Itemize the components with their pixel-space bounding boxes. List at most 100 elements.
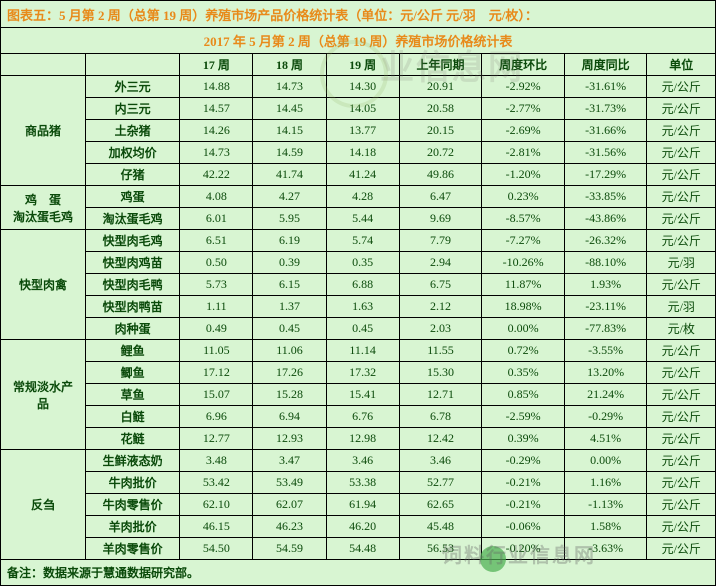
table-row: 反刍生鲜液态奶3.483.473.463.46-0.29%0.00%元/公斤 <box>1 450 716 472</box>
unit-cell: 元/公斤 <box>647 142 716 164</box>
w19-cell: 6.76 <box>326 406 399 428</box>
hb-cell: -0.21% <box>482 472 565 494</box>
lastyear-cell: 7.79 <box>399 230 482 252</box>
lastyear-cell: 6.75 <box>399 274 482 296</box>
w18-cell: 14.73 <box>253 76 326 98</box>
col-lastyear: 上年同期 <box>399 54 482 76</box>
w18-cell: 5.95 <box>253 208 326 230</box>
unit-cell: 元/公斤 <box>647 340 716 362</box>
item-cell: 鲫鱼 <box>85 362 179 384</box>
unit-cell: 元/公斤 <box>647 406 716 428</box>
item-cell: 花鲢 <box>85 428 179 450</box>
item-cell: 白鲢 <box>85 406 179 428</box>
unit-cell: 元/枚 <box>647 318 716 340</box>
w17-cell: 11.05 <box>180 340 253 362</box>
unit-cell: 元/公斤 <box>647 208 716 230</box>
item-cell: 鲤鱼 <box>85 340 179 362</box>
w19-cell: 3.46 <box>326 450 399 472</box>
col-week-hb: 周度环比 <box>482 54 565 76</box>
w18-cell: 6.19 <box>253 230 326 252</box>
w18-cell: 6.94 <box>253 406 326 428</box>
table-row: 仔猪42.2241.7441.2449.86-1.20%-17.29%元/公斤 <box>1 164 716 186</box>
unit-cell: 元/羽 <box>647 296 716 318</box>
table-row: 快型肉鸭苗1.111.371.632.1218.98%-23.11%元/羽 <box>1 296 716 318</box>
item-cell: 淘汰蛋毛鸡 <box>85 208 179 230</box>
w18-cell: 46.23 <box>253 516 326 538</box>
w19-cell: 6.88 <box>326 274 399 296</box>
lastyear-cell: 3.46 <box>399 450 482 472</box>
item-cell: 羊肉零售价 <box>85 538 179 560</box>
unit-cell: 元/公斤 <box>647 494 716 516</box>
unit-cell: 元/公斤 <box>647 274 716 296</box>
tb-cell: -43.86% <box>564 208 647 230</box>
col-category <box>1 54 86 76</box>
hb-cell: 0.23% <box>482 186 565 208</box>
w17-cell: 14.57 <box>180 98 253 120</box>
tb-cell: -3.63% <box>564 538 647 560</box>
item-cell: 牛肉批价 <box>85 472 179 494</box>
w18-cell: 0.39 <box>253 252 326 274</box>
item-cell: 外三元 <box>85 76 179 98</box>
w17-cell: 6.01 <box>180 208 253 230</box>
logo-icon <box>480 546 506 572</box>
tb-cell: 1.58% <box>564 516 647 538</box>
w19-cell: 0.45 <box>326 318 399 340</box>
tb-cell: -31.66% <box>564 120 647 142</box>
tb-cell: 1.93% <box>564 274 647 296</box>
w17-cell: 14.88 <box>180 76 253 98</box>
w19-cell: 17.32 <box>326 362 399 384</box>
w17-cell: 46.15 <box>180 516 253 538</box>
category-cell: 快型肉禽 <box>1 230 86 340</box>
unit-cell: 元/公斤 <box>647 362 716 384</box>
w18-cell: 14.45 <box>253 98 326 120</box>
w17-cell: 17.12 <box>180 362 253 384</box>
item-cell: 快型肉鸭苗 <box>85 296 179 318</box>
unit-cell: 元/公斤 <box>647 76 716 98</box>
w17-cell: 4.08 <box>180 186 253 208</box>
table-row: 牛肉批价53.4253.4953.3852.77-0.21%1.16%元/公斤 <box>1 472 716 494</box>
w18-cell: 17.26 <box>253 362 326 384</box>
w17-cell: 54.50 <box>180 538 253 560</box>
category-cell: 鸡 蛋 淘汰蛋毛鸡 <box>1 186 86 230</box>
category-cell: 反刍 <box>1 450 86 560</box>
hb-cell: -2.92% <box>482 76 565 98</box>
table-row: 羊肉批价46.1546.2346.2045.48-0.06%1.58%元/公斤 <box>1 516 716 538</box>
lastyear-cell: 49.86 <box>399 164 482 186</box>
col-item <box>85 54 179 76</box>
tb-cell: -1.13% <box>564 494 647 516</box>
item-cell: 生鲜液态奶 <box>85 450 179 472</box>
price-table: 17 周 18 周 19 周 上年同期 周度环比 周度同比 单位 商品猪外三元1… <box>0 53 716 560</box>
w17-cell: 42.22 <box>180 164 253 186</box>
hb-cell: -2.69% <box>482 120 565 142</box>
w19-cell: 1.63 <box>326 296 399 318</box>
item-cell: 土杂猪 <box>85 120 179 142</box>
item-cell: 快型肉毛鸡 <box>85 230 179 252</box>
item-cell: 牛肉零售价 <box>85 494 179 516</box>
w18-cell: 1.37 <box>253 296 326 318</box>
hb-cell: 0.35% <box>482 362 565 384</box>
w17-cell: 12.77 <box>180 428 253 450</box>
lastyear-cell: 20.58 <box>399 98 482 120</box>
hb-cell: -2.77% <box>482 98 565 120</box>
table-row: 常规淡水产 品鲤鱼11.0511.0611.1411.550.72%-3.55%… <box>1 340 716 362</box>
main-title: 图表五：5 月第 2 周（总第 19 周）养殖市场产品价格统计表（单位：元/公斤… <box>0 0 716 27</box>
table-row: 鸡 蛋 淘汰蛋毛鸡鸡蛋4.084.274.286.470.23%-33.85%元… <box>1 186 716 208</box>
hb-cell: 0.39% <box>482 428 565 450</box>
table-row: 快型肉毛鸭5.736.156.886.7511.87%1.93%元/公斤 <box>1 274 716 296</box>
hb-cell: 0.85% <box>482 384 565 406</box>
table-row: 加权均价14.7314.5914.1820.72-2.81%-31.56%元/公… <box>1 142 716 164</box>
lastyear-cell: 9.69 <box>399 208 482 230</box>
w19-cell: 46.20 <box>326 516 399 538</box>
hb-cell: -0.21% <box>482 494 565 516</box>
w17-cell: 0.50 <box>180 252 253 274</box>
w19-cell: 4.28 <box>326 186 399 208</box>
w17-cell: 1.11 <box>180 296 253 318</box>
lastyear-cell: 2.94 <box>399 252 482 274</box>
w19-cell: 5.74 <box>326 230 399 252</box>
w19-cell: 14.18 <box>326 142 399 164</box>
w17-cell: 15.07 <box>180 384 253 406</box>
lastyear-cell: 11.55 <box>399 340 482 362</box>
w17-cell: 5.73 <box>180 274 253 296</box>
lastyear-cell: 12.42 <box>399 428 482 450</box>
unit-cell: 元/公斤 <box>647 186 716 208</box>
